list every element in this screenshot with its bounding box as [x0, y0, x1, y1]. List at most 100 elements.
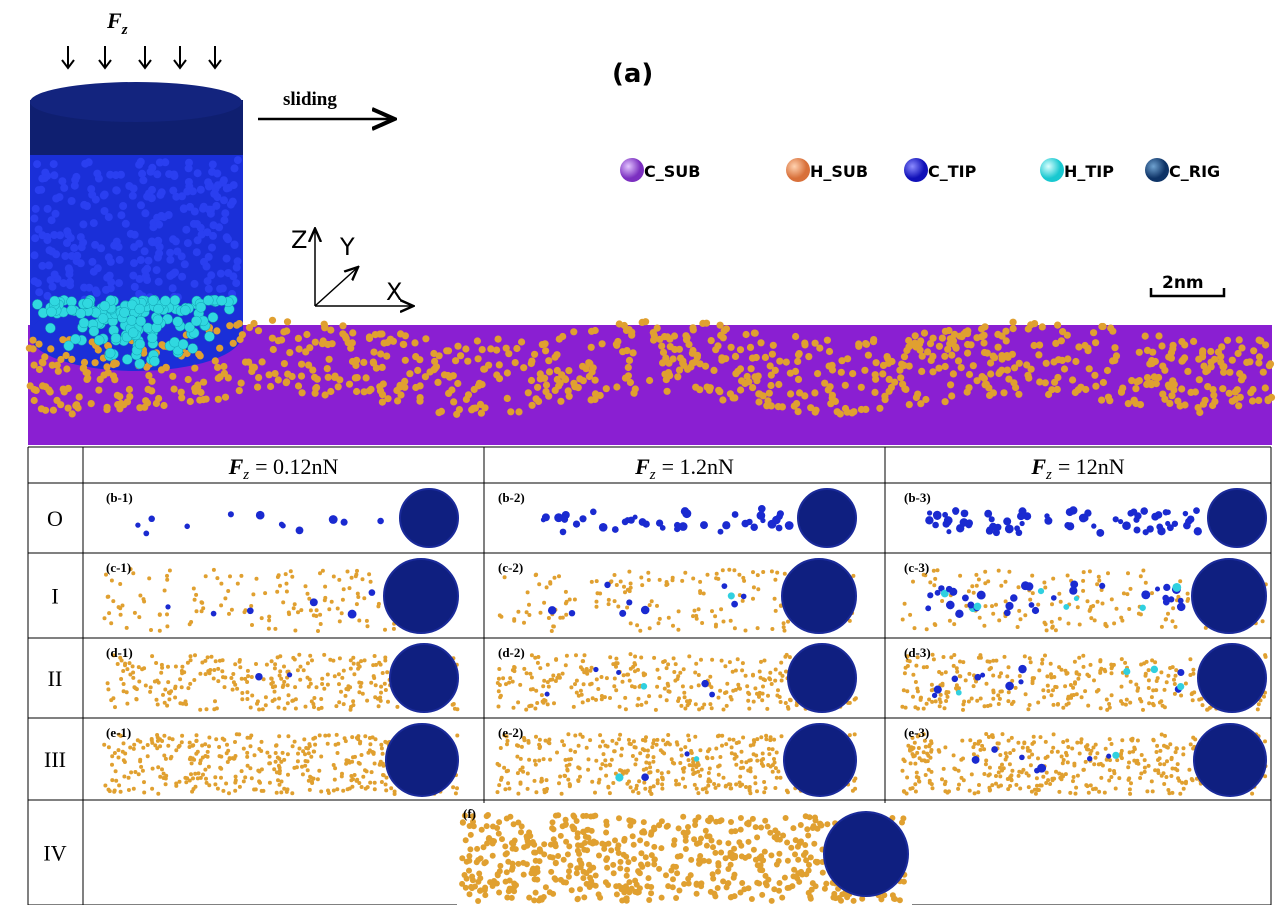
h-atom — [637, 697, 641, 701]
h-atom — [112, 790, 116, 794]
h-atom — [754, 880, 760, 886]
h-atom — [1053, 685, 1057, 689]
h-atom — [656, 769, 660, 773]
h-atom — [191, 365, 198, 372]
h-atom — [146, 754, 150, 758]
h-atom — [991, 697, 995, 701]
h-atom — [715, 869, 721, 875]
h-tip-atom — [170, 295, 180, 305]
h-atom — [618, 859, 624, 865]
tip-footprint — [824, 812, 908, 896]
c-tip-atom — [569, 610, 575, 616]
h-atom — [444, 372, 451, 379]
h-atom — [128, 746, 132, 750]
h-atom — [195, 733, 199, 737]
h-atom — [904, 666, 908, 670]
h-atom — [722, 708, 726, 712]
h-atom — [824, 821, 830, 827]
h-atom — [306, 759, 310, 763]
h-atom — [1150, 658, 1154, 662]
h-atom — [203, 396, 210, 403]
h-atom — [674, 870, 680, 876]
h-atom — [565, 367, 572, 374]
h-atom — [796, 879, 802, 885]
h-atom — [196, 397, 203, 404]
h-atom — [180, 734, 184, 738]
h-atom — [1089, 616, 1093, 620]
h-atom — [614, 891, 620, 897]
h-atom — [277, 764, 281, 768]
h-atom — [646, 377, 653, 384]
h-atom — [1021, 746, 1025, 750]
c-tip-atom — [173, 248, 181, 256]
h-atom — [164, 774, 168, 778]
h-atom — [600, 762, 604, 766]
h-atom — [340, 611, 344, 615]
h-atom — [1082, 570, 1086, 574]
h-atom — [829, 362, 836, 369]
h-atom — [560, 792, 564, 796]
c-tip-atom — [166, 256, 174, 264]
h-atom — [764, 734, 768, 738]
h-atom — [298, 361, 305, 368]
h-atom — [1092, 383, 1099, 390]
h-atom — [567, 758, 571, 762]
h-atom — [332, 763, 336, 767]
h-atom — [545, 585, 549, 589]
h-atom — [196, 750, 200, 754]
h-atom — [690, 326, 697, 333]
h-atom — [1127, 607, 1131, 611]
h-atom — [1045, 628, 1049, 632]
h-atom — [925, 702, 929, 706]
h-atom — [1174, 674, 1178, 678]
h-atom — [826, 348, 833, 355]
h-atom — [1052, 675, 1056, 679]
h-atom — [368, 742, 372, 746]
c-tip-atom — [203, 263, 211, 271]
h-atom — [504, 850, 510, 856]
h-atom — [185, 376, 192, 383]
h-atom — [924, 745, 928, 749]
h-atom — [316, 777, 320, 781]
h-atom — [145, 372, 152, 379]
h-atom — [278, 674, 282, 678]
h-atom — [127, 788, 131, 792]
h-atom — [1219, 385, 1226, 392]
h-atom — [732, 353, 739, 360]
h-atom — [934, 699, 938, 703]
h-atom — [234, 778, 238, 782]
h-atom — [731, 689, 735, 693]
h-atom — [338, 656, 342, 660]
h-atom — [1107, 779, 1111, 783]
snapshot-panel: (b-3) — [898, 487, 1270, 549]
c-tip-atom — [155, 221, 163, 229]
h-atom — [761, 570, 765, 574]
h-atom — [1066, 574, 1070, 578]
h-atom — [323, 585, 327, 589]
c-tip-atom — [377, 518, 384, 525]
h-atom — [279, 760, 283, 764]
c-tip-atom — [129, 192, 137, 200]
h-atom — [541, 841, 547, 847]
h-atom — [920, 758, 924, 762]
h-atom — [356, 592, 360, 596]
h-atom — [1128, 750, 1132, 754]
h-tip-atom — [67, 305, 77, 315]
h-atom — [991, 674, 995, 678]
h-atom — [621, 852, 627, 858]
h-atom — [325, 374, 332, 381]
h-tip-atom — [111, 333, 121, 343]
h-atom — [220, 669, 224, 673]
h-atom — [173, 686, 177, 690]
h-atom — [1045, 674, 1049, 678]
h-atom — [644, 883, 650, 889]
h-atom — [311, 702, 315, 706]
h-atom — [642, 781, 646, 785]
h-atom — [712, 893, 718, 899]
h-atom — [801, 852, 807, 858]
h-atom — [193, 653, 197, 657]
h-atom — [590, 865, 596, 871]
h-atom — [1170, 342, 1177, 349]
h-atom — [952, 753, 956, 757]
h-atom — [125, 667, 129, 671]
